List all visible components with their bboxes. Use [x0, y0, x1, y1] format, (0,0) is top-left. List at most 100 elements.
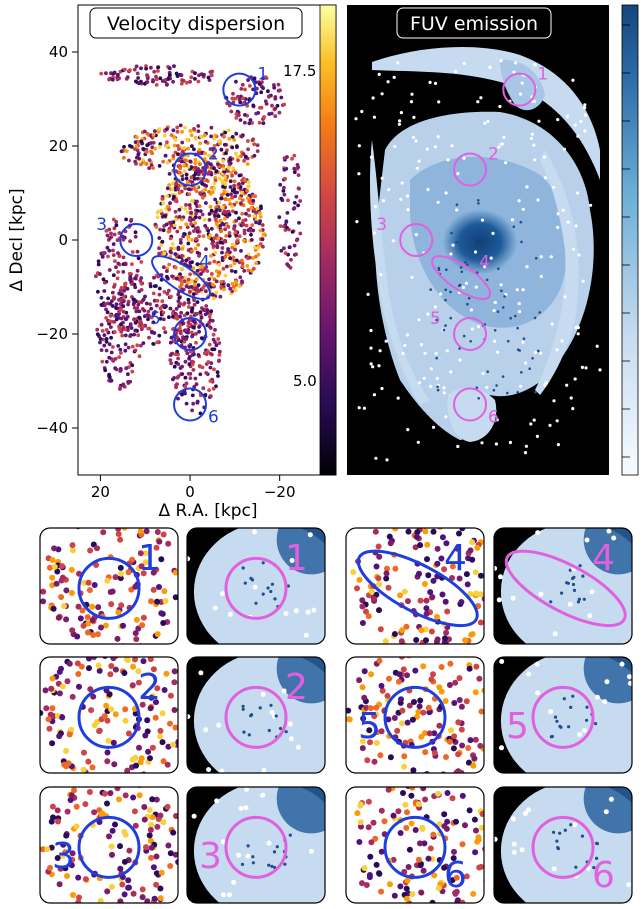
- zoom-pixel: [385, 716, 392, 723]
- velocity-pixel: [103, 368, 108, 373]
- zoom-pixel: [125, 569, 132, 576]
- zoom-pixel: [401, 588, 408, 595]
- fuv-knot: [500, 289, 503, 293]
- zoom-pixel: [73, 803, 80, 810]
- zoom-pixel: [135, 679, 142, 686]
- velocity-pixel: [212, 150, 217, 155]
- zoom-pixel: [426, 774, 432, 780]
- velocity-pixel: [234, 131, 239, 136]
- velocity-pixel: [123, 342, 128, 347]
- zoom-speck: [311, 607, 317, 613]
- velocity-pixel: [227, 198, 231, 202]
- zoom-pixel: [434, 906, 440, 909]
- velocity-pixel: [204, 265, 209, 269]
- zoom-pixel: [121, 891, 128, 898]
- zoom-pixel: [427, 589, 434, 596]
- velocity-pixel: [266, 89, 270, 94]
- zoom-pixel: [50, 814, 56, 821]
- zoom-knot: [555, 839, 559, 843]
- fuv-speck: [436, 135, 440, 139]
- fuv-speck: [397, 122, 401, 126]
- velocity-pixel: [222, 134, 226, 139]
- velocity-pixel: [188, 272, 193, 277]
- velocity-pixel: [213, 213, 217, 218]
- zoom-pixel: [359, 597, 366, 604]
- velocity-pixel: [151, 291, 156, 296]
- zoom-pixel: [383, 570, 390, 577]
- velocity-pixel: [296, 173, 301, 178]
- velocity-pixel: [262, 232, 267, 237]
- zoom-pixel: [59, 574, 66, 581]
- zoom-pixel: [46, 564, 53, 571]
- zoom-speck: [261, 767, 267, 773]
- zoom-pixel: [147, 705, 154, 712]
- velocity-pixel: [107, 248, 112, 253]
- velocity-pixel: [240, 264, 245, 269]
- velocity-pixel: [160, 239, 165, 244]
- zoom-pixel: [395, 678, 402, 685]
- region-ellipse: [431, 255, 492, 301]
- zoom-pixel: [459, 792, 466, 799]
- fuv-knot: [537, 349, 540, 353]
- fuv-knot: [458, 283, 462, 287]
- x-tick-label: 0: [185, 483, 195, 501]
- fuv-speck: [415, 166, 419, 170]
- velocity-pixel: [251, 266, 256, 271]
- velocity-pixel: [114, 312, 119, 317]
- velocity-pixel: [219, 229, 223, 234]
- velocity-pixel: [106, 296, 110, 301]
- zoom-pixel: [458, 599, 465, 605]
- zoom-pixel: [115, 528, 122, 532]
- zoom-pixel: [413, 637, 420, 643]
- velocity-pixel: [123, 348, 128, 353]
- zoom-pixel: [424, 780, 430, 786]
- zoom-pixel: [455, 719, 462, 726]
- zoom-pixel: [390, 812, 397, 819]
- zoom-pixel: [175, 738, 178, 745]
- zoom-knot: [246, 844, 250, 848]
- zoom-pixel: [181, 564, 187, 570]
- region-label: 1: [537, 65, 548, 85]
- fuv-knot: [506, 339, 510, 343]
- velocity-pixel: [147, 166, 152, 171]
- velocity-pixel: [116, 270, 120, 274]
- velocity-pixel: [298, 199, 303, 203]
- fuv-speck: [464, 281, 468, 285]
- zoom-pixel: [447, 660, 454, 667]
- zoom-pixel: [359, 620, 366, 626]
- zoom-pixel: [95, 662, 102, 669]
- velocity-pixel: [168, 358, 173, 362]
- velocity-pixel: [294, 238, 299, 243]
- zoom-pixel: [85, 620, 92, 627]
- zoom-pixel: [108, 843, 115, 850]
- fuv-speck: [537, 119, 541, 123]
- zoom-pixel: [414, 529, 421, 536]
- velocity-pixel: [193, 172, 198, 176]
- zoom-core: [583, 528, 632, 575]
- zoom-knot: [585, 705, 589, 709]
- velocity-pixel: [175, 129, 180, 134]
- velocity-pixel: [258, 228, 263, 233]
- zoom-knot: [288, 833, 292, 837]
- velocity-pixel: [208, 162, 213, 167]
- velocity-pixel: [170, 181, 175, 186]
- zoom-pixel: [117, 898, 124, 903]
- zoom-pixel: [160, 531, 167, 538]
- velocity-pixel: [141, 298, 145, 303]
- zoom-pixel: [463, 571, 470, 578]
- region-circle: [173, 152, 208, 187]
- zoom-pixel: [139, 701, 146, 708]
- zoom-pixel: [69, 856, 76, 863]
- velocity-pixel: [214, 169, 219, 174]
- zoom-pixel: [412, 544, 419, 551]
- velocity-pixel: [112, 285, 116, 289]
- zoom-pixel: [376, 581, 383, 588]
- zoom-pixel: [390, 856, 397, 863]
- zoom-pixel: [122, 792, 129, 799]
- velocity-pixel: [251, 198, 256, 203]
- velocity-pixel: [169, 294, 173, 299]
- zoom-pixel: [46, 725, 53, 732]
- zoom-pixel: [425, 704, 432, 711]
- zoom-pixel: [375, 575, 382, 582]
- velocity-title-box: [89, 7, 303, 39]
